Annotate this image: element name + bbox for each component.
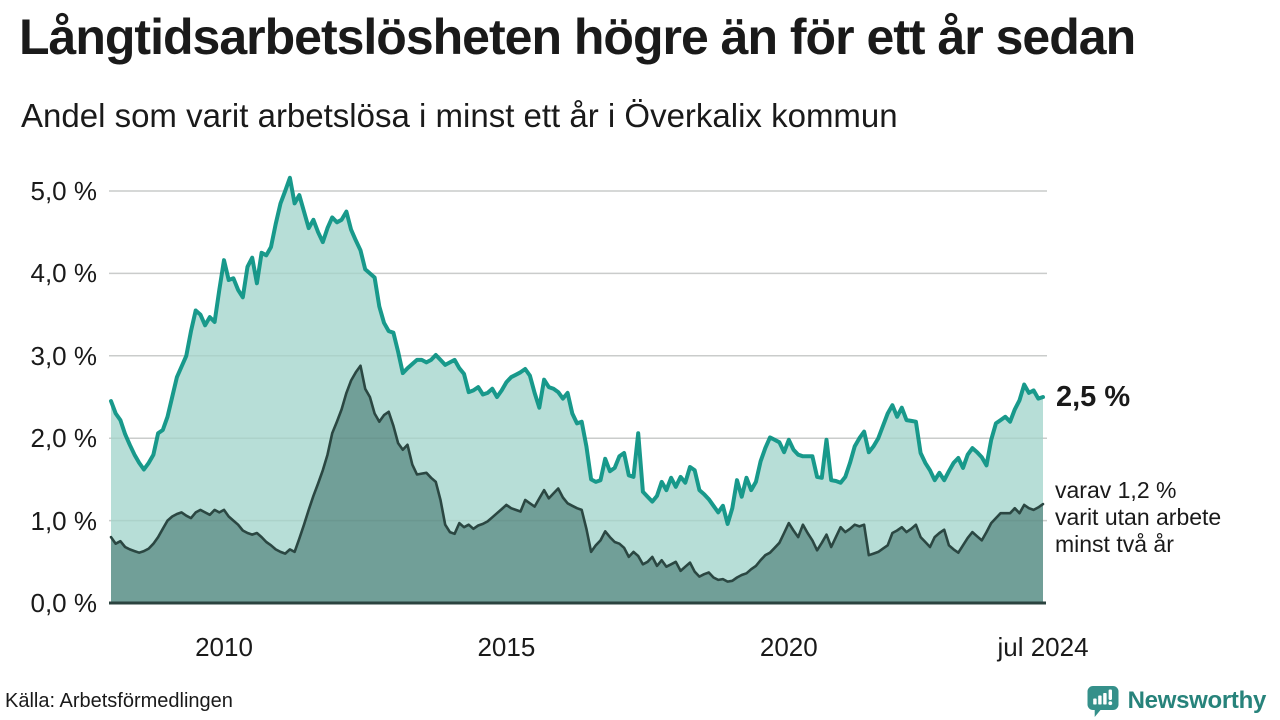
y-axis-label: 1,0 % <box>30 505 98 536</box>
x-axis-label: 2010 <box>195 632 253 662</box>
newsworthy-logo[interactable]: Newsworthy <box>1086 684 1266 718</box>
x-axis-label: jul 2024 <box>997 632 1089 662</box>
secondary-annotation-line1: varav 1,2 % <box>1055 477 1177 503</box>
source-credit: Källa: Arbetsförmedlingen <box>5 690 233 712</box>
y-axis-label: 2,0 % <box>30 423 98 454</box>
x-axis-label: 2020 <box>759 632 818 662</box>
latest-value-annotation: 2,5 % <box>1056 381 1131 413</box>
y-axis-label: 4,0 % <box>30 258 98 289</box>
y-axis-label: 3,0 % <box>30 340 98 371</box>
secondary-annotation-line3: minst två år <box>1055 531 1174 557</box>
series-line-1 <box>109 364 1045 583</box>
y-axis-label: 5,0 % <box>30 176 98 206</box>
series-area-1 <box>111 365 1043 603</box>
page-title: Långtidsarbetslösheten högre än för ett … <box>19 9 1136 65</box>
y-axis-label: 0,0 % <box>30 588 98 618</box>
x-axis-label: 2015 <box>477 632 536 662</box>
newsworthy-logo-text: Newsworthy <box>1127 687 1267 714</box>
secondary-value-annotation: varav 1,2 % varit utan arbete minst två … <box>1055 477 1221 558</box>
newsworthy-speech-bubble-icon <box>1087 686 1119 717</box>
secondary-annotation-line2: varit utan arbete <box>1055 504 1222 530</box>
page-subtitle: Andel som varit arbetslösa i minst ett å… <box>21 97 898 134</box>
series-line-0 <box>109 175 1045 526</box>
